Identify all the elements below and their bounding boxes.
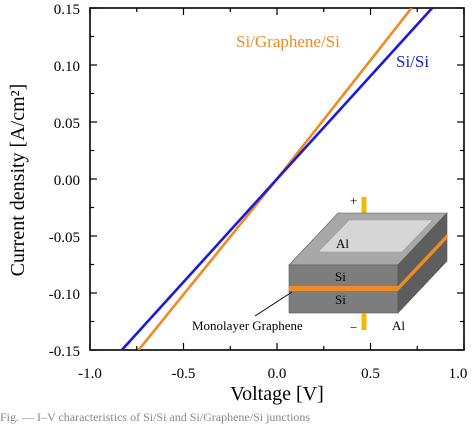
al-bottom-label: Al — [392, 318, 405, 333]
x-tick-label: 0.0 — [268, 366, 287, 382]
legend-si-si: Si/Si — [396, 52, 429, 71]
x-tick-label: -1.0 — [78, 366, 102, 382]
figure-caption: Fig. — I–V characteristics of Si/Si and … — [0, 410, 311, 424]
y-tick-label: 0.10 — [54, 59, 80, 75]
plus-sign: + — [350, 193, 357, 208]
y-tick-label: -0.10 — [49, 287, 80, 303]
graphene-pointer — [254, 291, 293, 317]
series-lines — [120, 8, 434, 350]
y-tick-label: -0.15 — [49, 344, 80, 360]
iv-chart: 0.15 0.10 0.05 0.00 -0.05 -0.10 -0.15 -1… — [7, 2, 468, 405]
minus-sign: − — [350, 320, 357, 335]
series-line-si-si — [120, 8, 434, 350]
x-tick-label: 0.5 — [361, 366, 380, 382]
y-axis-label: Current density [A/cm²] — [7, 84, 29, 277]
y-tick-label: -0.05 — [49, 230, 80, 246]
x-tick-label: -0.5 — [172, 366, 196, 382]
x-axis-label: Voltage [V] — [230, 383, 324, 405]
x-tick-label: 1.0 — [449, 366, 468, 382]
device-schematic: + − Al Si Si Al Monolayer Graphene — [192, 193, 448, 335]
y-tick-label: 0.15 — [54, 2, 80, 18]
si-upper-label: Si — [335, 269, 346, 284]
y-tick-label: 0.00 — [54, 173, 80, 189]
al-top-label: Al — [336, 236, 349, 251]
graphene-layer-side — [398, 234, 447, 291]
al-top-electrode — [317, 219, 434, 253]
graphene-layer-front — [289, 286, 398, 291]
y-tick-label: 0.05 — [54, 116, 80, 132]
si-lower-label: Si — [335, 292, 346, 307]
legend-si-graphene-si: Si/Graphene/Si — [236, 32, 340, 51]
graphene-label: Monolayer Graphene — [192, 318, 303, 333]
axis-ticks — [89, 7, 465, 351]
